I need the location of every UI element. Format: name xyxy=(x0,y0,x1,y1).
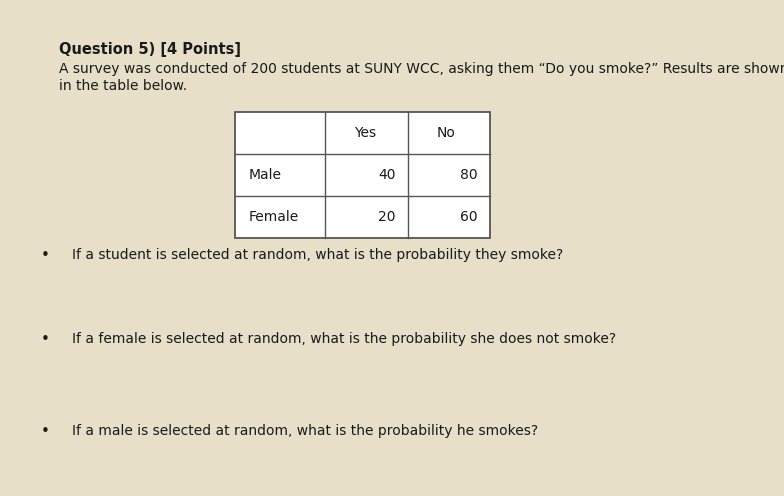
Text: 60: 60 xyxy=(460,210,477,224)
Text: Yes: Yes xyxy=(354,125,376,140)
Text: If a male is selected at random, what is the probability he smokes?: If a male is selected at random, what is… xyxy=(72,424,539,438)
Text: Male: Male xyxy=(249,168,281,182)
Bar xyxy=(235,112,490,238)
Text: If a student is selected at random, what is the probability they smoke?: If a student is selected at random, what… xyxy=(72,248,564,262)
Text: A survey was conducted of 200 students at SUNY WCC, asking them “Do you smoke?” : A survey was conducted of 200 students a… xyxy=(59,62,784,76)
Text: 80: 80 xyxy=(460,168,477,182)
Text: Female: Female xyxy=(249,210,299,224)
Text: Question 5) [4 Points]: Question 5) [4 Points] xyxy=(59,42,241,57)
Bar xyxy=(235,112,490,238)
Text: No: No xyxy=(437,125,456,140)
Text: •: • xyxy=(41,332,50,347)
Text: 40: 40 xyxy=(378,168,395,182)
Text: 20: 20 xyxy=(378,210,395,224)
Text: If a female is selected at random, what is the probability she does not smoke?: If a female is selected at random, what … xyxy=(72,332,616,346)
Text: •: • xyxy=(41,424,50,439)
Text: in the table below.: in the table below. xyxy=(59,79,187,93)
Text: •: • xyxy=(41,248,50,263)
